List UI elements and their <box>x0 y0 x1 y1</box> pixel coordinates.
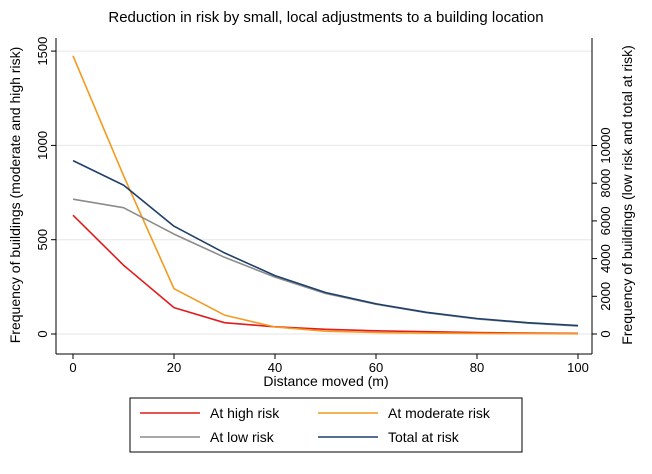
chart-title: Reduction in risk by small, local adjust… <box>108 9 543 26</box>
y-right-tick-label: 6000 <box>598 206 613 235</box>
series-lines <box>72 55 579 335</box>
series-line-at-low-risk <box>72 198 579 327</box>
y-left-tick-label: 500 <box>35 229 50 251</box>
y-left-tick-label: 1000 <box>35 131 50 160</box>
series-line-at-moderate-risk <box>72 55 579 335</box>
y-axis-left-label: Frequency of buildings (moderate and hig… <box>7 47 23 344</box>
x-tick-label: 20 <box>167 360 181 375</box>
legend-box <box>129 397 523 453</box>
x-tick-label: 80 <box>470 360 484 375</box>
y-left-tick-label: 1500 <box>35 37 50 66</box>
x-axis-label: Distance moved (m) <box>263 373 388 389</box>
legend-label: Total at risk <box>388 429 460 445</box>
legend: At high risk At moderate risk At low risk T… <box>129 397 523 453</box>
x-tick-label: 60 <box>369 360 383 375</box>
series-line-total-at-risk <box>72 159 579 327</box>
legend-label: At high risk <box>210 405 280 421</box>
x-tick-label: 100 <box>567 360 589 375</box>
y-axis-right-label: Frequency of buildings (low risk and tot… <box>619 45 635 345</box>
y-right-tick-label: 10000 <box>598 127 613 163</box>
y-left-tick-label: 0 <box>35 330 50 337</box>
x-tick-label: 40 <box>268 360 282 375</box>
legend-label: At low risk <box>210 429 275 445</box>
y-right-tick-label: 8000 <box>598 169 613 198</box>
legend-label: At moderate risk <box>388 405 491 421</box>
axes: 0 500 1000 1500 0 2000 4000 6000 8000 10000 0 20 40 6… <box>35 37 613 375</box>
y-right-tick-label: 0 <box>598 330 613 337</box>
x-tick-label: 0 <box>69 360 76 375</box>
y-right-tick-label: 2000 <box>598 282 613 311</box>
y-right-tick-label: 4000 <box>598 244 613 273</box>
